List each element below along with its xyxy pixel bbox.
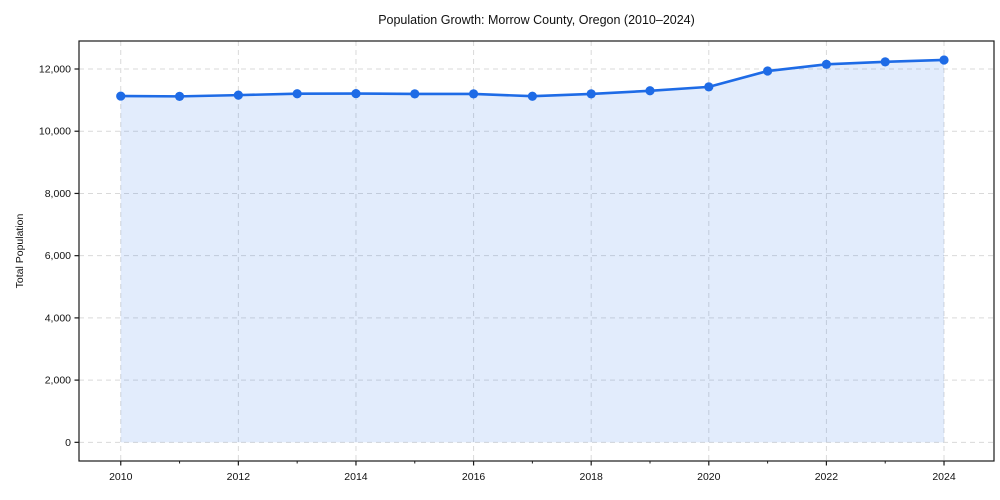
x-tick-label: 2020	[697, 471, 721, 483]
data-point-2024	[939, 55, 949, 65]
area-fill	[120, 59, 945, 443]
y-tick-label: 10,000	[39, 126, 71, 138]
data-point-2023	[880, 57, 890, 67]
x-tick-label: 2018	[580, 471, 604, 483]
x-tick-label: 2022	[815, 471, 839, 483]
data-point-2022	[821, 59, 832, 69]
y-tick-label: 6,000	[45, 250, 71, 262]
y-tick-label: 2,000	[45, 375, 71, 387]
data-point-2021	[763, 66, 773, 76]
data-point-2020	[704, 82, 714, 92]
x-tick-label: 2014	[344, 471, 368, 483]
data-point-2012	[233, 90, 243, 100]
data-point-2018	[586, 89, 596, 99]
y-tick-label: 4,000	[45, 312, 71, 324]
data-point-2019	[645, 86, 655, 96]
data-point-2016	[468, 89, 479, 99]
data-point-2014	[351, 88, 361, 99]
x-tick-label: 2024	[932, 471, 956, 483]
data-point-2017	[527, 91, 537, 101]
data-point-2013	[292, 89, 302, 99]
chart-title: Population Growth: Morrow County, Oregon…	[378, 13, 695, 27]
y-axis-title: Total Population	[14, 213, 26, 289]
y-tick-label: 8,000	[45, 188, 71, 200]
data-point-2011	[174, 91, 185, 101]
data-point-2010	[116, 91, 126, 101]
x-tick-label: 2010	[109, 471, 133, 483]
x-tick-label: 2016	[462, 471, 486, 483]
x-tick-label: 2012	[227, 471, 251, 483]
y-tick-label: 0	[65, 437, 71, 449]
y-tick-label: 12,000	[39, 64, 71, 76]
plot-border	[78, 40, 995, 462]
plot-area	[79, 41, 994, 461]
data-point-2015	[410, 89, 420, 99]
